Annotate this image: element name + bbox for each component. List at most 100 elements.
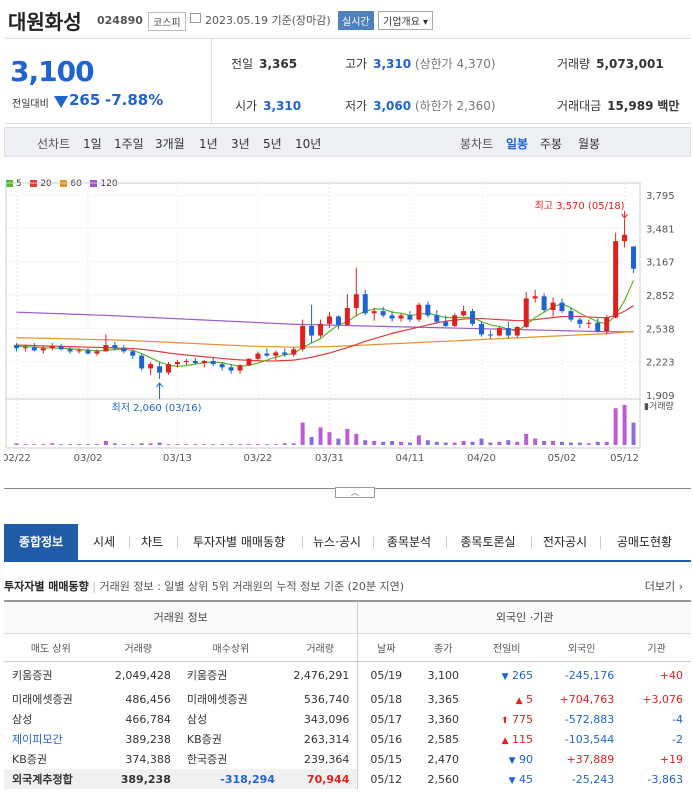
- more-link[interactable]: 더보기 ›: [644, 580, 683, 593]
- tab-short-selling[interactable]: 공매도현황: [616, 535, 673, 549]
- sell-volume: 389,238: [97, 769, 179, 789]
- divider: [211, 39, 212, 125]
- col-institution: 기관: [622, 633, 691, 661]
- tab-disclosure[interactable]: 전자공시: [542, 535, 588, 549]
- foreign-net: -245,176: [541, 661, 623, 689]
- prev-close-label: 전일: [231, 57, 254, 71]
- tab-overview[interactable]: 종합정보: [4, 524, 78, 560]
- candle-weekly[interactable]: 주봉: [540, 137, 563, 151]
- tab-discussion[interactable]: 종목토론실: [460, 535, 516, 549]
- volume-bar: [291, 443, 296, 445]
- volume-bar: [157, 442, 162, 445]
- candle-body: [326, 316, 332, 324]
- sell-volume: 466,784: [125, 712, 171, 726]
- sell-broker: KB증권: [12, 753, 47, 766]
- candle-body: [622, 234, 628, 242]
- max-annotation: 최고 3,570 (05/18): [535, 200, 625, 212]
- buy-volume: 263,314: [282, 729, 359, 749]
- change-percent: -7.88%: [105, 91, 164, 109]
- company-overview-button[interactable]: 기업개요 ▾: [378, 11, 433, 30]
- candle-body: [559, 302, 565, 312]
- x-tick-label: 04/20: [467, 453, 496, 464]
- col-foreign: 외국인: [541, 633, 623, 661]
- volume-bar: [416, 435, 421, 445]
- candle-body: [228, 367, 234, 371]
- period-3m[interactable]: 3개월: [155, 137, 185, 151]
- chevron-right-icon: ›: [678, 580, 683, 593]
- candle-body: [550, 302, 556, 311]
- y-tick-label: 3,481: [646, 224, 675, 235]
- volume-bar: [381, 441, 386, 445]
- investor-table: 거래원 정보 외국인 ·기관 매도 상위 거래량 매수상위 거래량 날짜 종가 …: [4, 600, 691, 789]
- volume-bar: [220, 444, 225, 445]
- volume-bar: [568, 442, 573, 445]
- candle-body: [237, 365, 243, 371]
- collapse-toggle-button[interactable]: ︿: [335, 487, 375, 498]
- volume: 거래량 5,073,001: [557, 55, 664, 72]
- period-1d[interactable]: 1일: [83, 137, 102, 151]
- table-row: KB증권 374,388 한국증권 239,364 05/15 2,470 ▼ 90 +37,…: [4, 749, 691, 769]
- close-price: 3,100: [414, 661, 473, 689]
- candle-body: [362, 294, 368, 314]
- change-value: 265: [69, 91, 101, 109]
- buy-volume: 536,740: [282, 689, 359, 709]
- candle-body: [174, 362, 180, 365]
- volume-bar: [613, 408, 618, 445]
- table-row: 외국계추정합 389,238 -318,294 70,944 05/12 2,560 ▼ 4…: [4, 769, 691, 789]
- candle-daily[interactable]: 일봉: [506, 137, 529, 151]
- chart-svg: 3,795 3,481 3,167 2,852 2,538 2,223 1,909 02/22…: [2, 182, 675, 464]
- candle-body: [344, 307, 350, 325]
- volume-bar: [41, 444, 46, 445]
- candle-body: [353, 294, 359, 308]
- volume-bar: [443, 442, 448, 445]
- volume-bar: [309, 437, 314, 445]
- x-tick-label: 05/02: [548, 453, 577, 464]
- current-price: 3,100: [10, 55, 95, 88]
- x-tick-label: 03/22: [244, 453, 273, 464]
- candle-body: [148, 364, 154, 369]
- trade-value-value: 15,989: [607, 99, 654, 113]
- candle-body: [94, 351, 100, 354]
- change-cell: ▼ 45: [472, 769, 542, 789]
- tab-analysis[interactable]: 종목분석: [386, 535, 432, 549]
- candle-body: [514, 327, 520, 336]
- min-annotation: 최저 2,060 (03/16): [112, 402, 202, 414]
- volume-bar: [559, 441, 564, 445]
- institution-net: -2: [622, 729, 691, 749]
- period-1y[interactable]: 1년: [199, 137, 218, 151]
- ma20-line: [16, 305, 634, 362]
- col-change: 전일비: [472, 633, 542, 661]
- period-10y[interactable]: 10년: [295, 137, 322, 151]
- candlestick-chart[interactable]: 3,795 3,481 3,167 2,852 2,538 2,223 1,909 02/22…: [2, 160, 693, 470]
- volume-bar: [318, 427, 323, 445]
- candle-body: [380, 311, 386, 316]
- change-value: 90: [519, 752, 534, 766]
- change-cell: ⬆ 775: [472, 709, 542, 729]
- x-tick-label: 03/13: [163, 453, 192, 464]
- tab-chart[interactable]: 차트: [140, 535, 164, 549]
- tab-investor-trends[interactable]: 투자자별 매매동향: [192, 535, 286, 549]
- realtime-button[interactable]: 실시간: [338, 11, 374, 30]
- period-1w[interactable]: 1주일: [114, 137, 144, 151]
- volume-bar: [68, 444, 73, 445]
- period-5y[interactable]: 5년: [263, 137, 282, 151]
- period-3y[interactable]: 3년: [231, 137, 250, 151]
- volume-label: 거래량: [557, 57, 591, 71]
- price-summary: 3,100 전일대비 265 -7.88% 전일 3,365 고가 3,310 (상…: [4, 38, 691, 125]
- volume-bar: [32, 444, 37, 445]
- tab-quotes[interactable]: 시세: [92, 535, 116, 549]
- candle-monthly[interactable]: 월봉: [578, 137, 601, 151]
- volume-bar: [551, 441, 556, 445]
- candle-body: [309, 325, 315, 336]
- candle-body: [461, 311, 467, 316]
- market-badge: 코스피: [148, 12, 186, 31]
- volume-bar: [497, 441, 502, 445]
- candle-body: [568, 311, 574, 320]
- candle-body: [371, 311, 377, 314]
- candle-body: [192, 360, 198, 364]
- tab-news[interactable]: 뉴스·공시: [313, 535, 361, 549]
- volume-bar: [273, 444, 278, 445]
- candle-body: [604, 317, 610, 332]
- volume-bar: [166, 444, 171, 445]
- down-arrow-icon: ▼: [501, 671, 509, 682]
